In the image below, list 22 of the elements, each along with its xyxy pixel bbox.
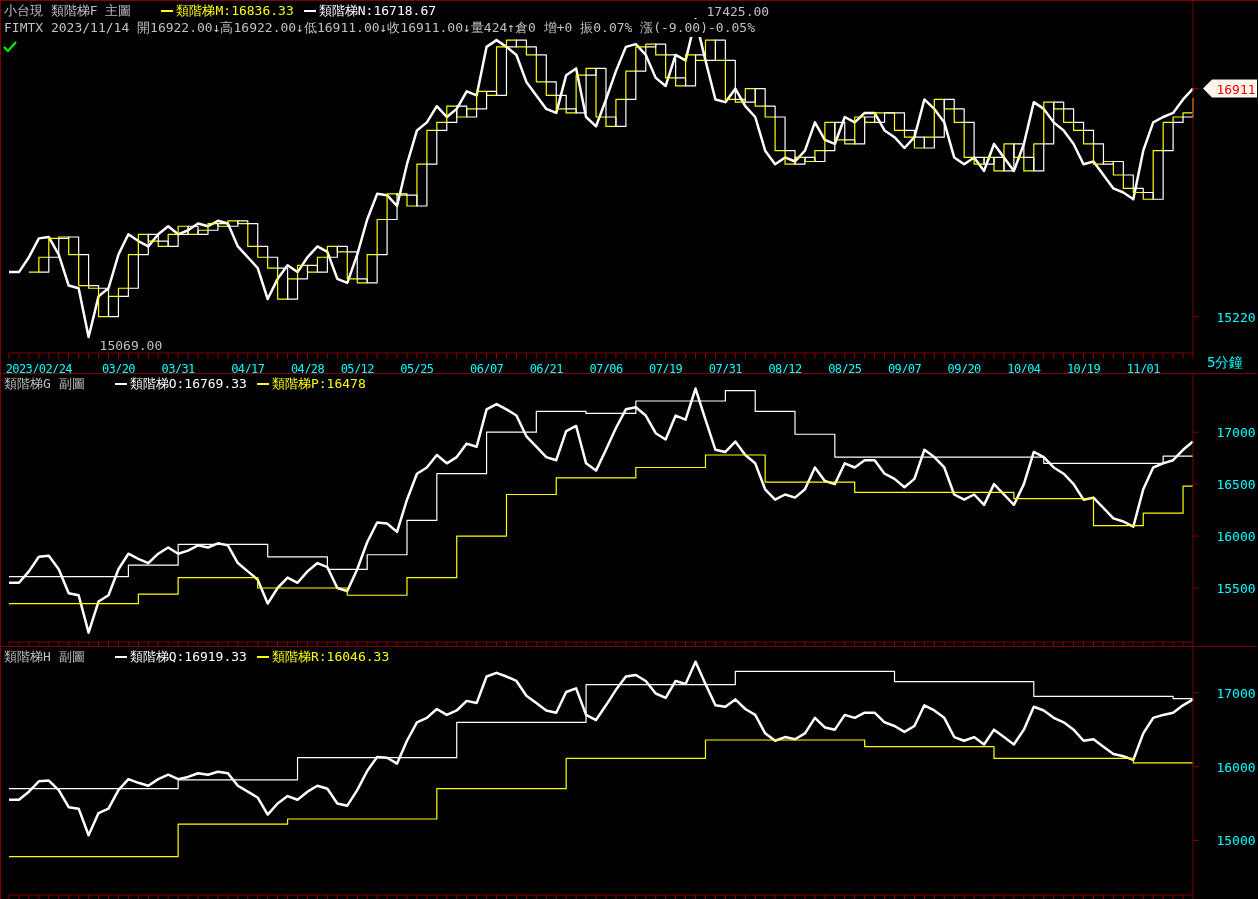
legend-label: 類階梯M:16836.33	[175, 2, 294, 20]
y-tick-label: 16000	[1216, 529, 1256, 545]
y-tick-label: 16000	[1216, 759, 1256, 775]
chart-title: 類階梯G 副圖	[4, 375, 85, 393]
legend-label: 類階梯O:16769.33	[128, 375, 247, 393]
legend-label: 類階梯N:16718.67	[317, 2, 437, 20]
chart-title: 小台現 類階梯F 主圖	[4, 2, 132, 20]
y-tick-label: 16500	[1216, 477, 1256, 493]
y-tick-label: 17000	[1216, 685, 1256, 701]
chart-title: 類階梯H 副圖	[4, 648, 85, 666]
y-tick-label: 15500	[1216, 580, 1256, 596]
annotation: 17425.00	[706, 3, 770, 19]
legend-label: 類階梯Q:16919.33	[128, 648, 247, 666]
y-tick-label: 17000	[1216, 425, 1256, 441]
y-tick-label: 15000	[1216, 833, 1256, 849]
legend-label: 類階梯P:16478	[270, 375, 366, 393]
annotation: 15069.00	[99, 337, 163, 353]
x-axis-title: 5分鐘	[1207, 354, 1244, 372]
y-tick-label: 15220	[1216, 309, 1256, 325]
text: FIMTX 2023/11/14 開16922.00↓高16922.00↓低16911.00↓收16911.00↓量424↑倉0 增+0 振0.07% 漲(-9.00)-0.05%	[4, 19, 755, 37]
y-tick-label: 16911	[1216, 81, 1256, 97]
legend-label: 類階梯R:16046.33	[270, 648, 390, 666]
